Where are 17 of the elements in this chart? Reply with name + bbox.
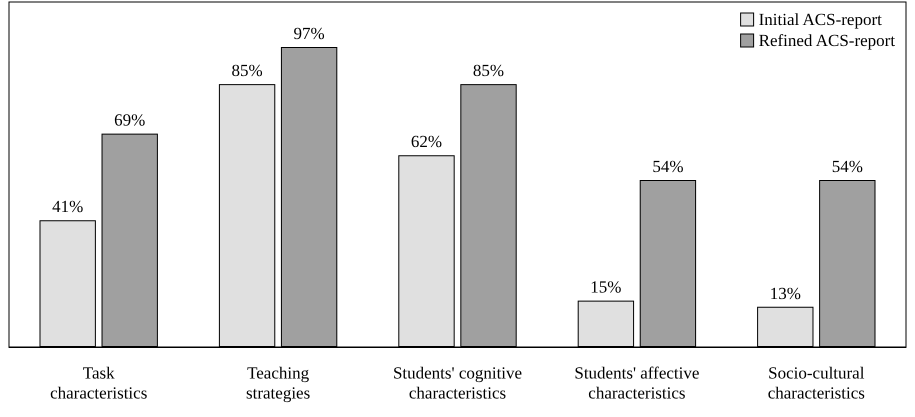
x-tick-label: Task characteristics: [50, 364, 148, 402]
x-tick-label: Socio-cultural characteristics: [768, 364, 865, 402]
data-label: 54%: [652, 156, 684, 176]
data-label: 13%: [770, 284, 801, 303]
data-label: 85%: [232, 61, 263, 80]
legend-label: Refined ACS-report: [758, 31, 896, 50]
x-tick-label: Students' cognitive characteristics: [392, 364, 522, 402]
data-label: 54%: [832, 156, 863, 176]
data-label: 69%: [114, 110, 146, 130]
data-label: 85%: [472, 61, 504, 80]
x-tick-label: Students' affective characteristics: [574, 364, 700, 402]
data-label: 97%: [294, 24, 325, 43]
data-label: 41%: [52, 197, 84, 216]
x-tick-label: Teaching strategies: [246, 364, 310, 402]
data-label: 15%: [590, 278, 622, 297]
data-label: 62%: [410, 132, 442, 152]
legend-label: Initial ACS-report: [758, 10, 882, 29]
